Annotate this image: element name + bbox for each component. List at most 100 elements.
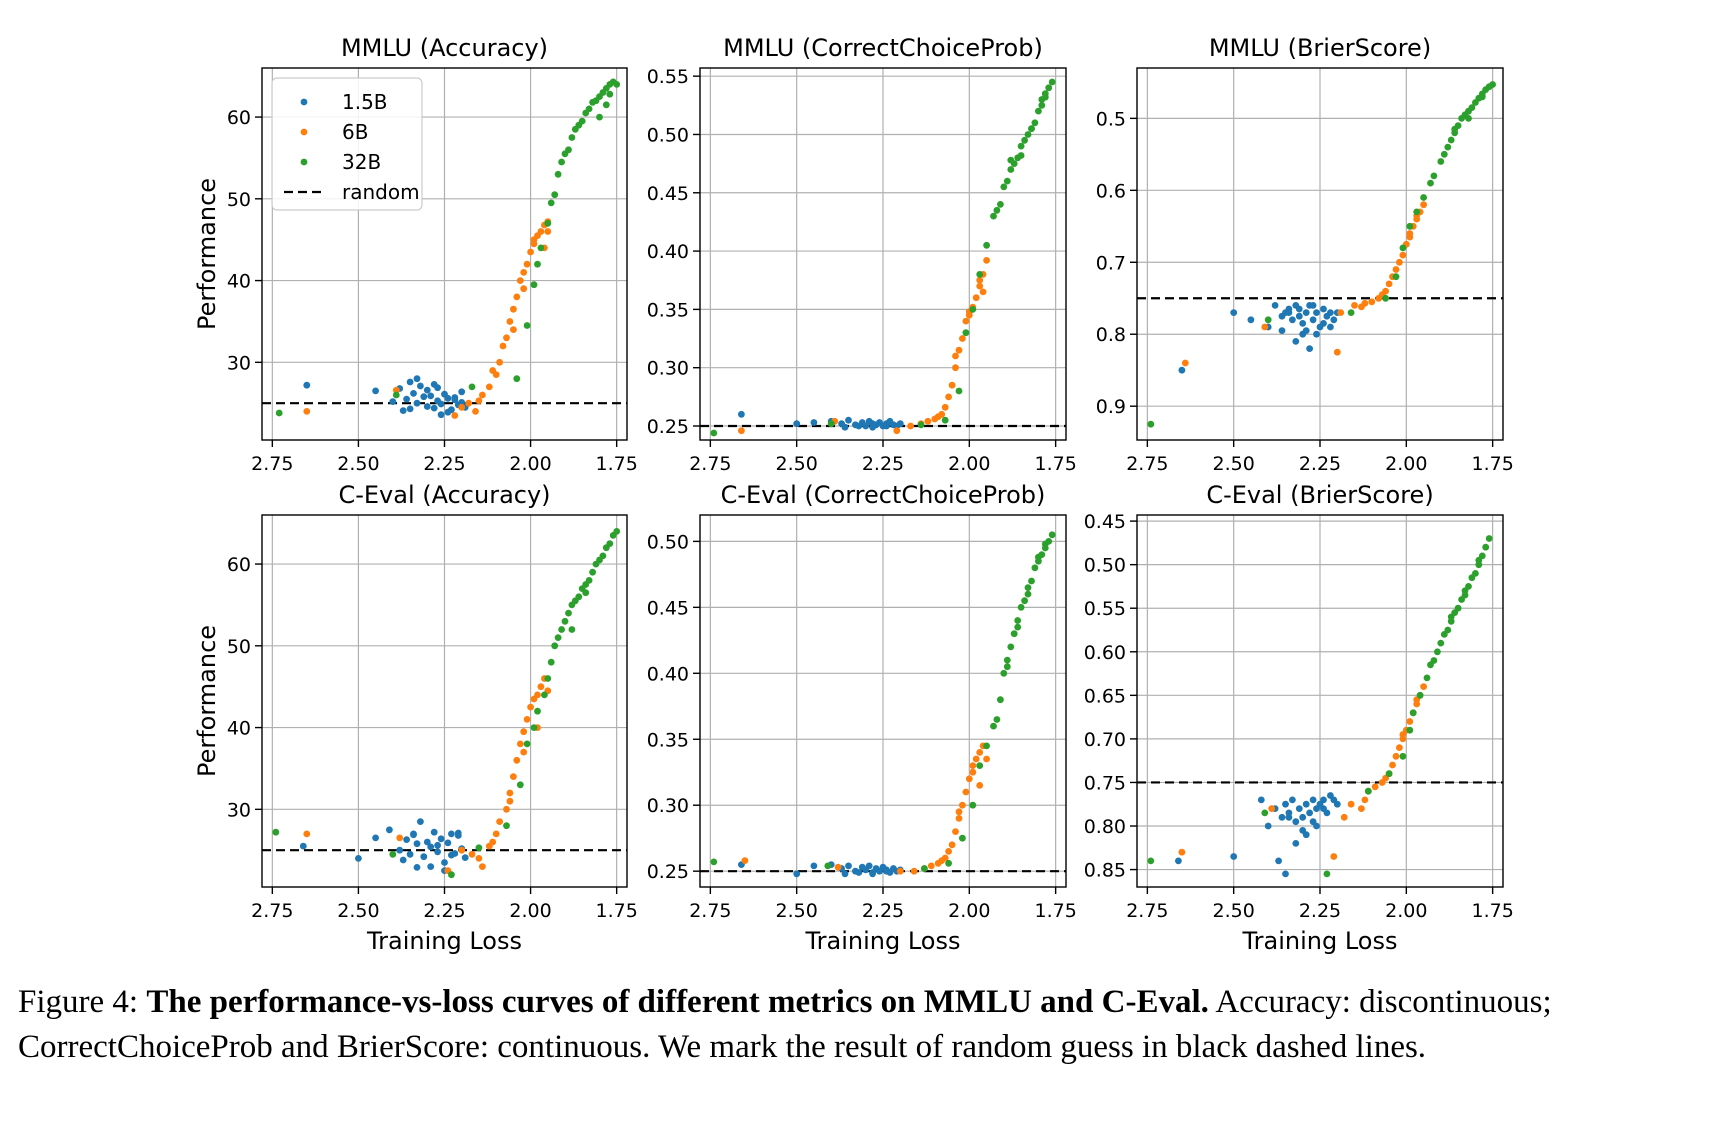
data-point-6B <box>1368 298 1376 306</box>
data-point-6B <box>520 728 528 736</box>
figure-4-chart-grid: 2.75 2.50 2.25 2.00 1.75 30 40 50 60 MMLU (Accura… <box>193 34 1514 955</box>
data-point-6B <box>927 862 935 870</box>
data-point-1.5B <box>1327 309 1334 316</box>
data-point-1.5B <box>441 859 448 866</box>
data-point-1.5B <box>396 846 404 854</box>
chart-title: C-Eval (CorrectChoiceProb) <box>721 481 1046 509</box>
data-point-6B <box>1347 800 1355 808</box>
data-point-32B <box>990 722 997 730</box>
data-point-32B <box>565 146 572 154</box>
data-point-1.5B <box>303 381 311 389</box>
y-tick-label: 0.80 <box>1084 816 1126 838</box>
data-point-32B <box>1024 584 1032 591</box>
data-point-6B <box>451 412 459 419</box>
data-point-32B <box>710 858 718 866</box>
data-point-32B <box>530 724 538 731</box>
x-tick-label: 2.50 <box>1213 453 1255 475</box>
caption-label: Figure 4: <box>18 984 139 1020</box>
data-point-1.5B <box>461 854 469 861</box>
chart-title: MMLU (CorrectChoiceProb) <box>723 34 1043 62</box>
data-point-32B <box>1482 543 1490 551</box>
data-point-6B <box>1420 201 1427 209</box>
data-point-32B <box>1031 564 1039 572</box>
data-point-1.5B <box>430 828 438 836</box>
data-point-32B <box>1465 115 1472 122</box>
data-point-32B <box>1323 870 1331 878</box>
data-point-32B <box>613 81 621 88</box>
data-point-1.5B <box>430 404 438 412</box>
data-point-1.5B <box>1292 338 1300 345</box>
data-point-1.5B <box>423 838 431 846</box>
data-point-32B <box>1437 158 1445 165</box>
y-tick-label: 0.55 <box>1084 598 1126 620</box>
y-tick-label: 0.50 <box>1084 555 1126 577</box>
data-point-6B <box>952 352 959 360</box>
data-point-32B <box>710 429 718 437</box>
data-point-1.5B <box>386 826 393 834</box>
legend-marker-1.5B <box>300 98 308 106</box>
data-point-1.5B <box>1289 796 1296 804</box>
data-point-1.5B <box>1306 345 1313 352</box>
data-point-6B <box>496 358 503 366</box>
data-point-32B <box>534 260 541 268</box>
data-point-6B <box>479 391 486 399</box>
data-point-32B <box>1038 101 1046 109</box>
data-point-6B <box>485 383 493 391</box>
data-point-6B <box>1396 744 1403 751</box>
data-point-6B <box>934 413 942 421</box>
data-point-32B <box>1014 617 1022 624</box>
data-point-1.5B <box>883 422 890 430</box>
data-point-1.5B <box>1247 316 1255 324</box>
data-point-1.5B <box>845 862 852 870</box>
y-tick-label: 0.70 <box>1084 729 1126 751</box>
y-tick-label: 0.40 <box>647 663 689 685</box>
data-point-6B <box>510 326 517 333</box>
data-point-32B <box>1021 597 1028 605</box>
data-point-32B <box>272 828 280 836</box>
data-point-32B <box>1454 604 1462 612</box>
data-point-6B <box>938 857 946 864</box>
y-tick-label: 0.8 <box>1096 324 1126 346</box>
chart-panel-4: 2.75 2.50 2.25 2.00 1.75 30 40 50 60 C-Eval (Accu… <box>193 481 638 955</box>
x-tick-label: 2.25 <box>423 453 465 475</box>
data-point-1.5B <box>1230 853 1238 860</box>
data-point-32B <box>1147 420 1155 428</box>
data-point-32B <box>551 642 559 650</box>
data-point-1.5B <box>1264 822 1272 830</box>
data-point-6B <box>1178 848 1186 856</box>
data-point-32B <box>1003 656 1011 664</box>
data-point-1.5B <box>427 863 435 870</box>
data-point-32B <box>1041 540 1049 548</box>
data-point-1.5B <box>372 834 379 842</box>
data-point-6B <box>976 749 984 756</box>
data-point-6B <box>513 756 521 764</box>
data-point-6B <box>1268 805 1276 812</box>
x-tick-label: 1.75 <box>1034 453 1076 475</box>
data-point-1.5B <box>410 390 417 397</box>
data-point-32B <box>1048 78 1056 86</box>
data-point-6B <box>537 683 545 691</box>
data-point-6B <box>472 408 479 415</box>
data-point-32B <box>547 658 555 666</box>
data-point-6B <box>503 334 510 342</box>
data-point-6B <box>983 755 990 763</box>
y-tick-label: 0.55 <box>647 66 689 88</box>
data-point-1.5B <box>1230 309 1238 316</box>
data-point-6B <box>520 285 528 293</box>
data-point-32B <box>1382 294 1389 302</box>
data-point-6B <box>976 276 984 284</box>
data-point-1.5B <box>1299 320 1307 327</box>
data-point-32B <box>1406 222 1414 230</box>
data-point-6B <box>530 236 538 244</box>
data-point-32B <box>1468 104 1476 111</box>
data-point-32B <box>1385 770 1393 778</box>
data-point-6B <box>1181 359 1189 367</box>
data-point-1.5B <box>855 422 863 430</box>
data-point-1.5B <box>413 375 421 383</box>
data-point-32B <box>976 271 984 278</box>
data-point-6B <box>969 768 977 776</box>
data-point-32B <box>1475 556 1483 564</box>
data-point-1.5B <box>793 420 801 428</box>
data-point-32B <box>955 387 963 395</box>
data-point-32B <box>1399 244 1407 252</box>
